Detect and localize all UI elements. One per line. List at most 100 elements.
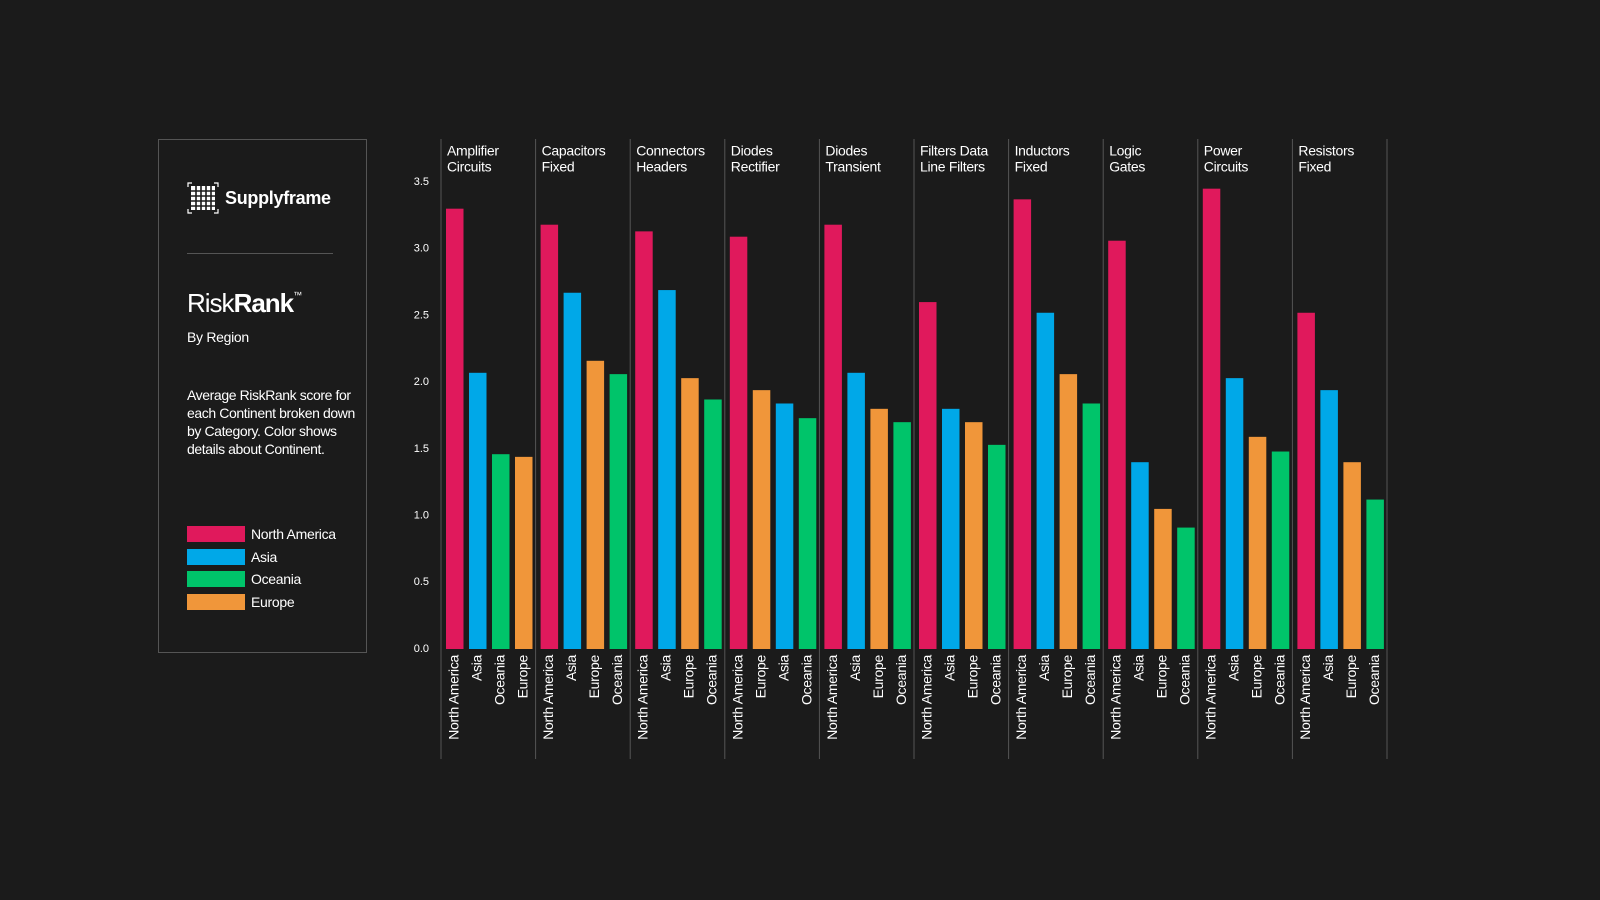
bar-label: North America	[918, 654, 934, 739]
bar-label: Oceania	[491, 654, 507, 705]
bar-label: Oceania	[704, 654, 720, 705]
legend-item: Asia	[187, 546, 336, 569]
y-tick-label: 0.0	[414, 643, 429, 655]
y-tick-label: 2.0	[414, 376, 429, 388]
bar	[635, 231, 653, 649]
legend-label: Oceania	[251, 571, 302, 588]
facet-title: Circuits	[1204, 159, 1249, 175]
bar	[681, 378, 699, 649]
facet-title: Inductors	[1015, 143, 1070, 159]
bar-label: Asia	[1131, 654, 1147, 681]
bar	[446, 208, 464, 649]
bar-label: North America	[1108, 654, 1124, 739]
bar-label: Asia	[1225, 654, 1241, 681]
bar-label: North America	[635, 654, 651, 739]
legend-label: Asia	[251, 548, 278, 565]
bar-label: Asia	[468, 654, 484, 681]
bar-label: Oceania	[893, 654, 909, 705]
bar	[1320, 390, 1338, 649]
bar	[515, 456, 533, 649]
legend-swatch	[187, 593, 245, 610]
facet-title: Circuits	[447, 159, 492, 175]
bar	[775, 403, 794, 649]
bar	[1177, 527, 1195, 649]
facet-title: Rectifier	[731, 159, 780, 175]
bar	[1036, 312, 1055, 649]
bar-label: Asia	[775, 654, 791, 681]
bar-label: Oceania	[609, 654, 625, 705]
legend-item: Europe	[187, 591, 336, 614]
bar	[1154, 508, 1172, 649]
facet-title: Fixed	[1298, 159, 1331, 175]
y-tick-label: 3.5	[414, 176, 429, 188]
bar	[1366, 499, 1384, 649]
bar-label: North America	[1202, 654, 1218, 739]
bar-label: Europe	[1248, 655, 1264, 699]
facet-title: Headers	[636, 159, 687, 175]
facet-title: Power	[1204, 143, 1243, 159]
bar	[870, 408, 888, 649]
bar-label: Asia	[658, 654, 674, 681]
bar	[1108, 240, 1126, 650]
side-panel: Supplyframe RiskRank™ By Region Average …	[158, 139, 367, 653]
logo-icon	[187, 182, 219, 214]
bar-label: Europe	[681, 655, 697, 699]
divider	[187, 253, 333, 254]
bar	[704, 399, 722, 649]
bar	[540, 224, 559, 649]
bar	[919, 302, 937, 649]
bar-label: Asia	[563, 654, 579, 681]
facet-title: Capacitors	[542, 143, 606, 159]
facet-title: Diodes	[731, 143, 773, 159]
facet-title: Amplifier	[447, 143, 499, 159]
bar	[965, 422, 983, 649]
bar	[492, 454, 510, 649]
bar	[1343, 462, 1361, 649]
bar-label: Oceania	[1177, 654, 1193, 705]
y-tick-label: 2.5	[414, 309, 429, 321]
bar	[893, 422, 911, 649]
bar-label: Oceania	[798, 654, 814, 705]
bar-label: Oceania	[1271, 654, 1287, 705]
bar	[1271, 451, 1290, 649]
bar	[658, 290, 676, 649]
legend-label: Europe	[251, 593, 295, 610]
bar	[563, 292, 582, 649]
facet-title: Line Filters	[920, 159, 985, 175]
bar	[752, 390, 771, 649]
bar	[942, 408, 960, 649]
bar	[988, 444, 1006, 649]
legend-label: North America	[251, 526, 336, 543]
facet-title: Resistors	[1298, 143, 1354, 159]
y-tick-label: 1.0	[414, 509, 429, 521]
bar-label: Europe	[752, 655, 768, 699]
bar	[469, 372, 487, 649]
bar	[1082, 403, 1101, 649]
bar-label: North America	[540, 654, 556, 739]
bar-label: Europe	[870, 655, 886, 699]
bar-label: North America	[1297, 654, 1313, 739]
bar	[1225, 378, 1244, 649]
legend-swatch	[187, 526, 245, 543]
bar-label: Europe	[1154, 655, 1170, 699]
y-tick-label: 0.5	[414, 576, 429, 588]
bar-label: North America	[824, 654, 840, 739]
title-light: Risk	[187, 288, 235, 318]
bar-label: Asia	[847, 654, 863, 681]
logo: Supplyframe	[187, 182, 331, 214]
facet-title: Diodes	[825, 143, 867, 159]
bar-label: Europe	[964, 655, 980, 699]
bar-label: North America	[729, 654, 745, 739]
facet-title: Gates	[1109, 159, 1145, 175]
title-mark: ™	[293, 290, 303, 300]
y-tick-label: 1.5	[414, 443, 429, 455]
facet-title: Filters Data	[920, 143, 988, 159]
bar-label: North America	[445, 654, 461, 739]
facet-title: Transient	[825, 159, 881, 175]
legend-swatch	[187, 571, 245, 588]
bar	[1059, 374, 1078, 649]
bar-label: Europe	[1343, 655, 1359, 699]
bar	[609, 374, 628, 649]
bar	[1013, 199, 1032, 650]
